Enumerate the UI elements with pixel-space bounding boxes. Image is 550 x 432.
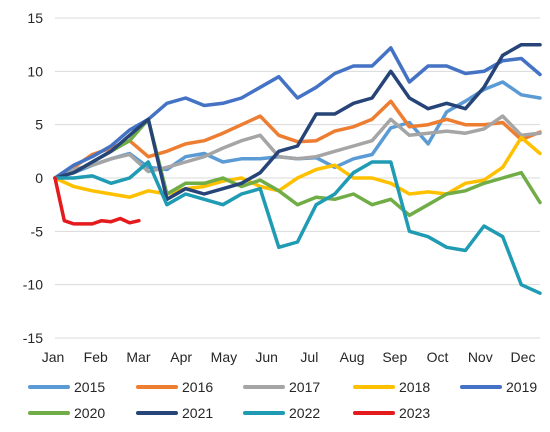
x-tick-label: Jul [300,349,318,365]
y-tick-label: 15 [27,10,43,26]
series-line-2022 [53,160,542,295]
legend-label-2023: 2023 [399,405,430,421]
y-tick-label: 5 [35,117,43,133]
series-line-2017 [53,114,542,180]
legend-label-2017: 2017 [289,379,320,395]
x-tick-label: Aug [340,349,365,365]
x-tick-label: Feb [84,349,108,365]
x-axis-ticks: Jan Feb Mar Apr May Jun Jul Aug Sep Oct Nov Dec [42,349,536,365]
legend: 2015 2016 2017 2018 2019 2020 2021 2022 2023 [28,379,537,421]
y-tick-label: -15 [23,330,43,346]
legend-label-2021: 2021 [182,405,213,421]
x-tick-label: Dec [511,349,536,365]
y-tick-label: 10 [27,63,43,79]
series-line-2021 [53,42,542,202]
legend-label-2019: 2019 [506,379,537,395]
series-line-2019 [53,46,542,180]
legend-label-2020: 2020 [74,405,105,421]
x-tick-label: Apr [170,349,192,365]
series-line-2023 [53,176,141,226]
y-axis-ticks: 15 10 5 0 -5 -10 -15 [23,10,43,346]
x-tick-label: May [211,349,237,365]
x-tick-label: Oct [427,349,449,365]
legend-label-2016: 2016 [182,379,213,395]
legend-label-2022: 2022 [289,405,320,421]
legend-label-2018: 2018 [399,379,430,395]
x-tick-label: Nov [468,349,493,365]
y-tick-label: -5 [31,223,44,239]
series-line-2016 [53,99,542,180]
x-tick-label: Mar [126,349,150,365]
x-tick-label: Jan [42,349,65,365]
series-line-2020 [53,117,542,218]
legend-label-2015: 2015 [74,379,105,395]
series-lines [53,42,542,295]
y-tick-label: -10 [23,277,43,293]
x-tick-label: Jun [255,349,278,365]
y-tick-label: 0 [35,170,43,186]
x-tick-label: Sep [382,349,407,365]
series-line-2018 [53,135,542,199]
